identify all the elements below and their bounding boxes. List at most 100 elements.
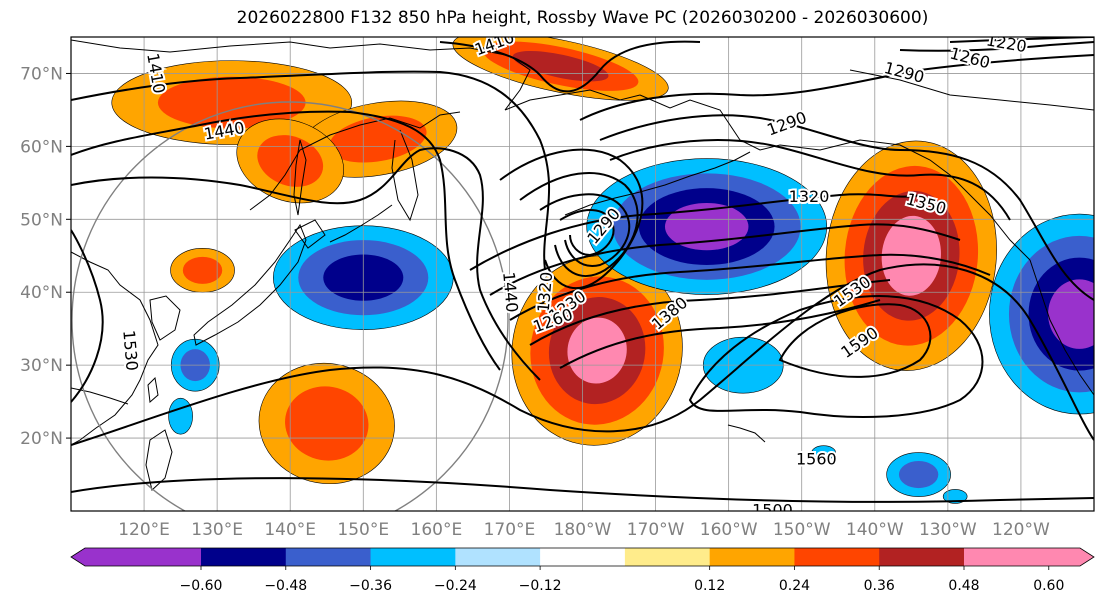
colorbar-extend-high bbox=[964, 548, 1094, 566]
coastline-taiwan bbox=[147, 376, 159, 404]
colorbar-label: 0.60 bbox=[1033, 578, 1064, 594]
coastline-alaska bbox=[639, 94, 1031, 261]
lon-label: 150°W bbox=[773, 520, 831, 540]
contour-1320 bbox=[599, 114, 1094, 301]
lon-label: 160°W bbox=[700, 520, 758, 540]
colorbar-swatch bbox=[709, 548, 795, 566]
lon-label: 120°E bbox=[118, 520, 170, 540]
colorbar-label: 0.12 bbox=[694, 578, 725, 594]
pc-shade-6-1 bbox=[285, 386, 369, 461]
contour-jet-3 bbox=[509, 253, 991, 321]
contour-jet-4 bbox=[529, 279, 891, 346]
colorbar-outline bbox=[70, 547, 1095, 567]
map-frame bbox=[70, 36, 1095, 512]
coastline-kamchatka bbox=[391, 129, 419, 222]
coastline-philippines bbox=[145, 429, 173, 491]
colorbar: −0.60 −0.48 −0.36 −0.24 −0.12 0.12 0.24 0.36 0.4… bbox=[70, 547, 1095, 594]
colorbar-swatch bbox=[794, 548, 880, 566]
coastline-aleutians bbox=[564, 151, 751, 216]
height-contours bbox=[71, 37, 1094, 503]
pc-shade-14-1 bbox=[898, 461, 939, 489]
graticule bbox=[71, 37, 1094, 511]
colorbar-label: 0.24 bbox=[779, 578, 810, 594]
lon-label: 120°W bbox=[992, 520, 1050, 540]
contour-label: 1530 bbox=[119, 329, 141, 371]
contour-1470 bbox=[71, 147, 541, 381]
coastline-korea bbox=[149, 295, 181, 341]
contour-1440-west bbox=[71, 110, 501, 371]
lat-label: 30°N bbox=[20, 356, 63, 376]
coastline-siberia-arctic bbox=[71, 39, 531, 111]
lat-label: 70°N bbox=[20, 64, 63, 84]
contour-1590 bbox=[778, 303, 932, 378]
colorbar-label: 0.48 bbox=[948, 578, 979, 594]
colorbar-swatch bbox=[540, 548, 626, 566]
map-title: 2026022800 F132 850 hPa height, Rossby W… bbox=[236, 8, 929, 28]
contour-jet-5 bbox=[559, 299, 881, 369]
contour-jet-2 bbox=[489, 223, 961, 296]
contour-1350 bbox=[609, 139, 1011, 221]
colorbar-label: −0.24 bbox=[434, 578, 477, 594]
coastline-hawaii bbox=[727, 424, 766, 443]
coastline-arctic-canada bbox=[849, 69, 1094, 111]
contour-trough-1 bbox=[499, 148, 644, 289]
contour-1410-north-alaska bbox=[439, 40, 701, 93]
coastline-okhotsk bbox=[249, 111, 461, 211]
colorbar-label: −0.48 bbox=[264, 578, 307, 594]
coastline-sakhalin bbox=[293, 139, 307, 216]
colorbar-extend-low bbox=[71, 548, 201, 566]
contour-1530-south bbox=[71, 263, 1094, 446]
colorbar-label: −0.60 bbox=[180, 578, 223, 594]
colorbar-label: −0.36 bbox=[349, 578, 392, 594]
colorbar-swatch bbox=[201, 548, 287, 566]
latitude-axis: 70°N 60°N 50°N 40°N 30°N 20°N bbox=[20, 64, 71, 449]
lon-label: 170°E bbox=[484, 520, 536, 540]
pc-shade-4-1 bbox=[182, 256, 223, 284]
colorbar-swatch bbox=[455, 548, 541, 566]
colorbar-swatch bbox=[370, 548, 456, 566]
pc-shade-8-0 bbox=[168, 397, 193, 435]
contour-1290 bbox=[579, 54, 1094, 121]
colorbar-swatch bbox=[624, 548, 711, 566]
colorbar-label: −0.12 bbox=[519, 578, 562, 594]
lon-label: 130°E bbox=[191, 520, 243, 540]
colorbar-label: 0.36 bbox=[864, 578, 895, 594]
contour-1530-west bbox=[71, 229, 104, 403]
colorbar-swatch bbox=[879, 548, 965, 566]
lon-label: 150°E bbox=[337, 520, 389, 540]
pc-shade-16-3 bbox=[1048, 279, 1094, 349]
lat-label: 60°N bbox=[20, 137, 63, 157]
coastline-kurils bbox=[329, 204, 393, 243]
lat-label: 20°N bbox=[20, 429, 63, 449]
coastlines bbox=[71, 39, 1094, 491]
lon-label: 130°W bbox=[919, 520, 977, 540]
lat-label: 50°N bbox=[20, 210, 63, 230]
contour-trough-3 bbox=[539, 193, 631, 267]
contour-label: 1500 bbox=[752, 501, 793, 520]
contour-jet-1 bbox=[469, 193, 921, 271]
contour-1560 bbox=[688, 295, 984, 418]
contour-trough-4 bbox=[559, 209, 615, 257]
lon-label: 170°W bbox=[627, 520, 685, 540]
contour-trough-2 bbox=[519, 172, 639, 277]
coastline-chukotka bbox=[504, 89, 641, 111]
longitude-axis: 120°E 130°E 140°E 150°E 160°E 170°E 180°W 170°W… bbox=[118, 520, 1050, 540]
contour-label: 1440 bbox=[499, 271, 521, 313]
coastline-north-america-west bbox=[1029, 259, 1094, 396]
coastline-hokkaido bbox=[294, 219, 326, 249]
coastline-japan bbox=[193, 223, 307, 346]
range-circle bbox=[71, 101, 509, 511]
contour-label: 1320 bbox=[534, 271, 556, 313]
lon-label: 140°W bbox=[846, 520, 904, 540]
colorbar-swatch bbox=[285, 548, 372, 566]
pc-shade-15-0 bbox=[942, 489, 968, 504]
lon-label: 140°E bbox=[264, 520, 316, 540]
contour-1500 bbox=[71, 477, 1094, 503]
lon-label: 160°E bbox=[411, 520, 463, 540]
lon-label: 180°W bbox=[554, 520, 612, 540]
contour-label: 1560 bbox=[796, 449, 837, 468]
lat-label: 40°N bbox=[20, 283, 63, 303]
pc-shade-13-0 bbox=[811, 445, 836, 460]
